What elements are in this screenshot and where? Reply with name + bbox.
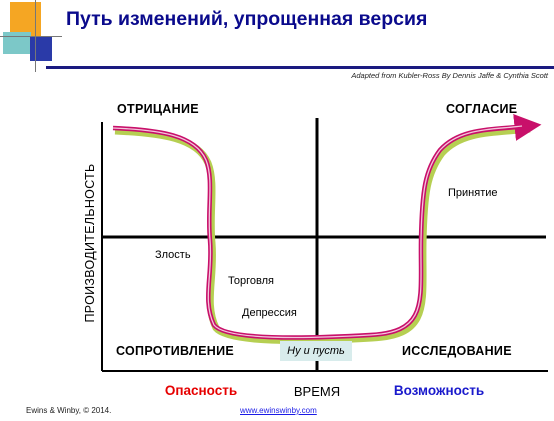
opportunity-label: Возможность xyxy=(393,383,485,398)
stage-label-anger: Злость xyxy=(155,249,191,261)
teal-square-decoration xyxy=(3,32,31,54)
copyright-text: Ewins & Winby, © 2014. xyxy=(26,406,112,415)
y-axis-label: ПРОИЗВОДИТЕЛЬНОСТЬ xyxy=(83,163,97,323)
curve-shadow xyxy=(114,125,531,345)
horizontal-line-decoration xyxy=(0,36,62,37)
quadrant-label-exploration: ИССЛЕДОВАНИЕ xyxy=(402,344,512,358)
stage-label-depression: Депрессия xyxy=(242,307,297,319)
curve-highlight xyxy=(112,125,523,339)
stage-label-acceptance: Принятие xyxy=(448,187,498,199)
stage-label-bargaining: Торговля xyxy=(228,275,274,287)
quadrant-label-acceptance: СОГЛАСИЕ xyxy=(446,102,518,116)
source-credit: Adapted from Kubler-Ross By Dennis Jaffe… xyxy=(351,71,548,80)
quadrant-label-denial: ОТРИЦАНИЕ xyxy=(117,102,199,116)
quadrant-label-resistance: СОПРОТИВЛЕНИЕ xyxy=(116,344,235,358)
x-axis-label: ВРЕМЯ xyxy=(293,384,341,399)
danger-label: Опасность xyxy=(164,383,238,398)
stage-label-let-go: Ну и пусть xyxy=(280,341,352,361)
curve-arrow xyxy=(112,113,542,340)
title-underline xyxy=(46,66,554,69)
website-link[interactable]: www.ewinswinby.com xyxy=(240,406,317,415)
page-title: Путь изменений, упрощенная версия xyxy=(66,8,428,30)
